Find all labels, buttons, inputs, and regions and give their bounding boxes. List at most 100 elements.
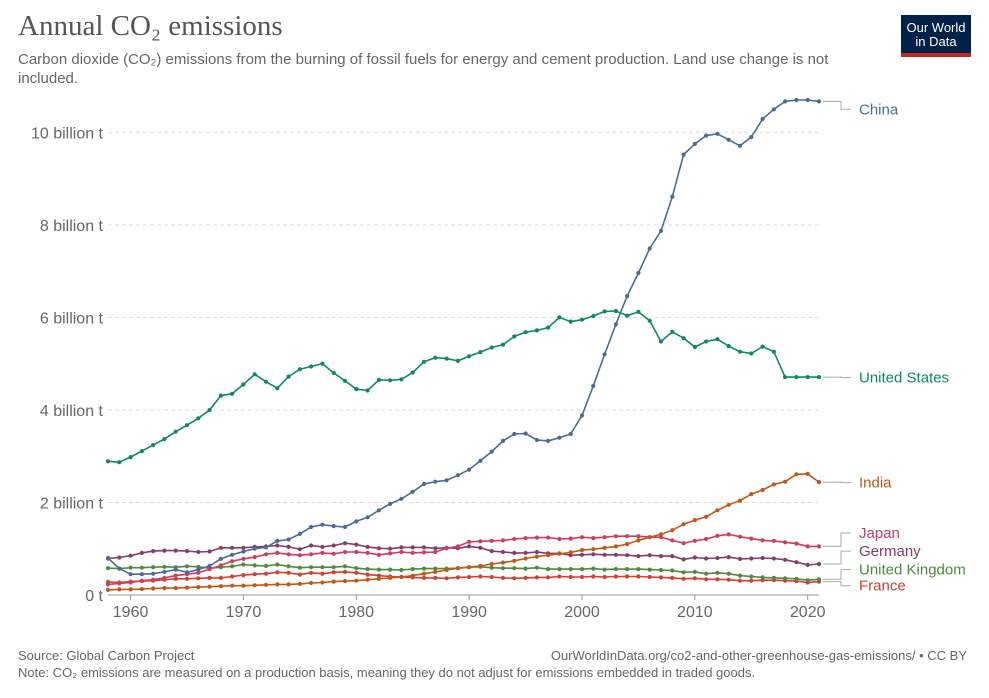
data-point-germany[interactable]: [162, 548, 167, 553]
data-point-united-states[interactable]: [151, 443, 156, 448]
source-url-link[interactable]: OurWorldInData.org/co2-and-other-greenho…: [550, 648, 967, 663]
data-point-china[interactable]: [275, 538, 280, 544]
data-point-india[interactable]: [478, 563, 483, 569]
data-point-china[interactable]: [568, 431, 573, 437]
data-point-china[interactable]: [534, 437, 540, 443]
data-point-japan[interactable]: [557, 536, 562, 542]
series-label-united-states[interactable]: United States: [859, 370, 949, 387]
data-point-china[interactable]: [263, 545, 269, 550]
data-point-united-kingdom[interactable]: [557, 567, 562, 572]
data-point-india[interactable]: [692, 518, 698, 523]
data-point-united-states[interactable]: [557, 315, 562, 320]
data-point-germany[interactable]: [647, 553, 652, 558]
data-point-china[interactable]: [331, 524, 336, 529]
data-point-germany[interactable]: [467, 544, 472, 549]
data-point-united-states[interactable]: [489, 345, 494, 350]
data-point-china[interactable]: [421, 481, 427, 487]
data-point-germany[interactable]: [670, 554, 675, 559]
data-point-united-states[interactable]: [602, 309, 607, 314]
data-point-france[interactable]: [275, 570, 280, 575]
data-point-japan[interactable]: [692, 538, 698, 544]
data-point-india[interactable]: [749, 492, 754, 497]
data-point-china[interactable]: [591, 383, 596, 388]
series-label-india[interactable]: India: [859, 475, 892, 492]
data-point-france[interactable]: [523, 575, 528, 581]
data-point-germany[interactable]: [805, 562, 810, 568]
data-point-germany[interactable]: [534, 549, 540, 555]
data-point-united-kingdom[interactable]: [534, 565, 540, 570]
series-label-china[interactable]: China: [859, 101, 899, 118]
data-point-china[interactable]: [399, 496, 404, 501]
data-point-china[interactable]: [252, 546, 257, 551]
data-point-germany[interactable]: [783, 557, 788, 562]
data-point-germany[interactable]: [354, 542, 359, 547]
data-point-india[interactable]: [354, 578, 359, 583]
data-point-china[interactable]: [749, 134, 754, 140]
data-point-united-states[interactable]: [613, 308, 619, 314]
data-point-china[interactable]: [636, 270, 641, 276]
data-point-france[interactable]: [557, 574, 562, 579]
data-point-united-kingdom[interactable]: [579, 567, 585, 572]
data-point-germany[interactable]: [771, 556, 777, 561]
data-point-united-states[interactable]: [670, 329, 675, 334]
data-point-japan[interactable]: [749, 536, 754, 541]
data-point-germany[interactable]: [151, 549, 156, 554]
data-point-united-kingdom[interactable]: [602, 567, 607, 572]
data-point-united-states[interactable]: [737, 349, 743, 354]
data-point-united-states[interactable]: [196, 416, 201, 421]
data-point-india[interactable]: [297, 581, 302, 587]
data-point-germany[interactable]: [139, 550, 144, 556]
data-point-united-states[interactable]: [275, 386, 280, 391]
data-point-japan[interactable]: [816, 544, 822, 549]
data-point-united-kingdom[interactable]: [670, 568, 675, 573]
data-point-japan[interactable]: [794, 541, 799, 546]
data-point-germany[interactable]: [309, 543, 314, 548]
data-point-india[interactable]: [128, 587, 133, 592]
data-point-united-kingdom[interactable]: [421, 566, 427, 571]
data-point-united-states[interactable]: [263, 379, 269, 384]
data-point-china[interactable]: [128, 572, 133, 577]
data-point-india[interactable]: [275, 582, 280, 587]
data-point-india[interactable]: [523, 556, 528, 561]
data-point-united-states[interactable]: [749, 351, 754, 356]
data-point-germany[interactable]: [512, 550, 517, 556]
data-point-united-states[interactable]: [568, 319, 573, 324]
data-point-germany[interactable]: [715, 555, 720, 561]
data-point-china[interactable]: [151, 571, 156, 576]
data-point-france[interactable]: [726, 577, 731, 582]
data-point-india[interactable]: [467, 565, 472, 570]
data-point-germany[interactable]: [173, 548, 178, 553]
data-point-france[interactable]: [715, 577, 720, 582]
data-point-germany[interactable]: [500, 549, 506, 555]
data-point-china[interactable]: [658, 228, 664, 233]
data-point-united-kingdom[interactable]: [647, 567, 652, 572]
data-point-united-states[interactable]: [117, 460, 122, 465]
data-point-germany[interactable]: [241, 545, 246, 550]
data-point-germany[interactable]: [760, 555, 765, 561]
data-point-japan[interactable]: [579, 535, 585, 540]
data-point-united-states[interactable]: [410, 370, 415, 375]
data-point-united-states[interactable]: [139, 449, 144, 454]
data-point-united-kingdom[interactable]: [681, 570, 686, 575]
data-point-germany[interactable]: [184, 549, 190, 554]
data-point-united-states[interactable]: [805, 375, 810, 380]
data-point-india[interactable]: [252, 583, 257, 588]
data-point-china[interactable]: [410, 489, 415, 494]
data-point-china[interactable]: [309, 524, 314, 530]
data-point-france[interactable]: [467, 574, 472, 580]
data-point-united-states[interactable]: [252, 372, 257, 377]
data-point-united-kingdom[interactable]: [354, 566, 359, 571]
data-point-india[interactable]: [546, 553, 551, 558]
data-point-france[interactable]: [218, 575, 223, 581]
data-point-france[interactable]: [173, 576, 178, 581]
data-point-united-kingdom[interactable]: [376, 567, 381, 572]
data-point-germany[interactable]: [726, 555, 731, 560]
data-point-japan[interactable]: [207, 567, 212, 572]
data-point-japan[interactable]: [715, 533, 720, 538]
data-point-japan[interactable]: [613, 534, 619, 539]
data-point-india[interactable]: [489, 561, 494, 567]
data-point-india[interactable]: [534, 554, 540, 559]
data-point-japan[interactable]: [297, 553, 302, 558]
data-point-germany[interactable]: [365, 544, 370, 550]
data-point-france[interactable]: [534, 575, 540, 580]
